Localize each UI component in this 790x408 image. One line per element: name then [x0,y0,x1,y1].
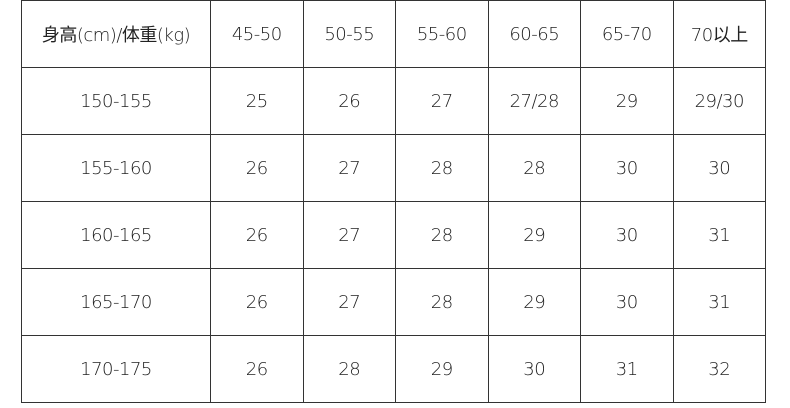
corner-header-cell: 身高(cm)/体重(kg) [21,0,211,68]
size-cell: 26 [210,268,304,336]
size-cell: 27 [395,67,489,135]
height-range-cell: 150-155 [21,67,211,135]
weight-range-header-cell: 50-55 [302,0,396,68]
size-chart-table: 身高(cm)/体重(kg) 45-50 50-55 55-60 60-65 65-70 70… [21,0,766,403]
size-cell: 27/28 [487,67,581,135]
size-cell: 28 [395,268,489,336]
size-cell: 29 [487,201,581,269]
table-row: 160-165 26 27 28 29 30 31 [21,201,766,269]
size-cell: 32 [672,335,766,403]
weight-range-header-cell: 70以上 [672,0,766,68]
size-cell: 26 [210,201,304,269]
table-row: 170-175 26 28 29 30 31 32 [21,335,766,403]
size-cell: 27 [302,201,396,269]
weight-range-header-cell: 45-50 [210,0,304,68]
size-cell: 27 [302,134,396,202]
size-cell: 29 [487,268,581,336]
height-range-cell: 155-160 [21,134,211,202]
size-cell: 28 [395,134,489,202]
size-cell: 26 [302,67,396,135]
weight-range-header-cell: 65-70 [580,0,674,68]
size-cell: 29 [395,335,489,403]
size-cell: 31 [580,335,674,403]
size-cell: 26 [210,134,304,202]
size-cell: 31 [672,201,766,269]
size-cell: 30 [580,268,674,336]
height-range-cell: 160-165 [21,201,211,269]
size-cell: 28 [487,134,581,202]
size-cell: 25 [210,67,304,135]
table-row: 165-170 26 27 28 29 30 31 [21,268,766,336]
size-cell: 28 [395,201,489,269]
height-range-cell: 165-170 [21,268,211,336]
table-row: 150-155 25 26 27 27/28 29 29/30 [21,67,766,135]
size-cell: 29/30 [672,67,766,135]
size-cell: 28 [302,335,396,403]
size-cell: 30 [487,335,581,403]
header-row: 身高(cm)/体重(kg) 45-50 50-55 55-60 60-65 65-70 70… [21,0,766,68]
height-range-cell: 170-175 [21,335,211,403]
size-cell: 27 [302,268,396,336]
size-cell: 31 [672,268,766,336]
weight-range-header-cell: 55-60 [395,0,489,68]
size-cell: 26 [210,335,304,403]
size-cell: 30 [672,134,766,202]
size-cell: 30 [580,134,674,202]
weight-range-header-cell: 60-65 [487,0,581,68]
table-row: 155-160 26 27 28 28 30 30 [21,134,766,202]
size-cell: 30 [580,201,674,269]
size-cell: 29 [580,67,674,135]
